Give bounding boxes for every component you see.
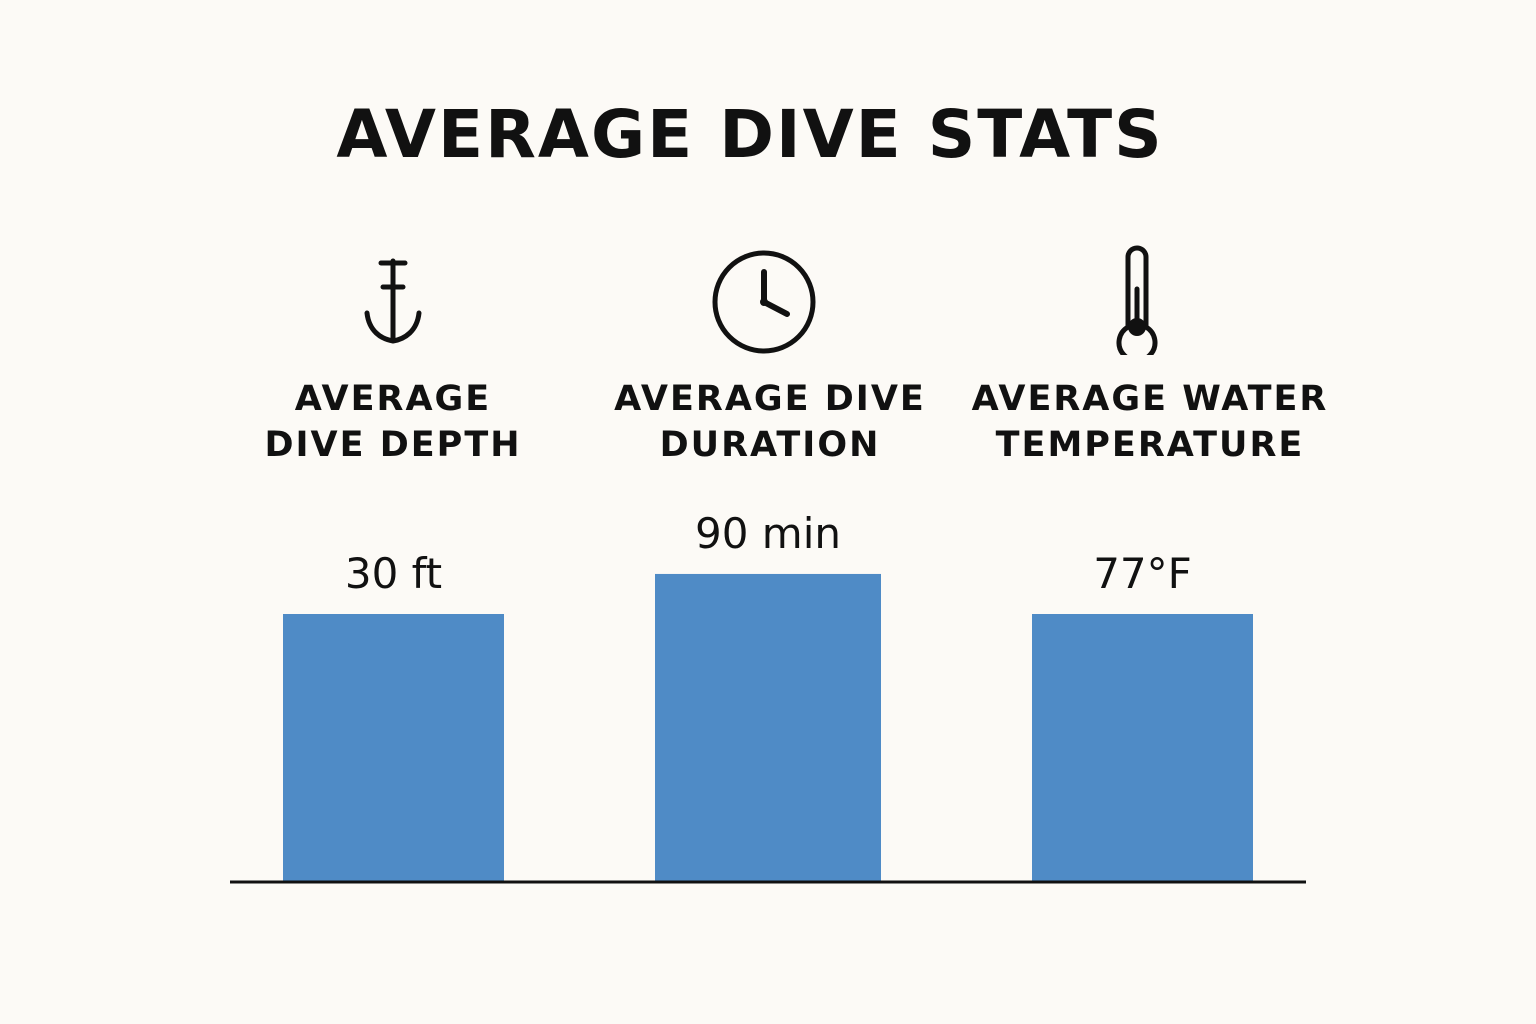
value-label-duration: 90 min [695, 508, 841, 558]
anchor-icon [364, 258, 422, 344]
category-label-duration-line2: DURATION [659, 425, 881, 465]
category-label-depth: AVERAGE DIVE DEPTH [243, 376, 543, 468]
category-label-temperature-line2: TEMPERATURE [995, 425, 1305, 465]
bar-temperature [1032, 614, 1253, 881]
category-label-depth-line1: AVERAGE [294, 379, 492, 419]
bar-depth [283, 614, 504, 881]
clock-icon [712, 250, 816, 354]
category-label-depth-line2: DIVE DEPTH [264, 425, 522, 465]
category-label-duration-line1: AVERAGE DIVE [614, 379, 926, 419]
value-label-temperature: 77°F [1093, 549, 1192, 598]
chart-title: AVERAGE DIVE STATS [336, 96, 1164, 173]
bar-duration [655, 573, 881, 881]
category-label-duration: AVERAGE DIVE DURATION [595, 376, 945, 468]
category-label-temperature-line1: AVERAGE WATER [971, 379, 1329, 419]
thermometer-icon [1116, 245, 1158, 355]
category-label-temperature: AVERAGE WATER TEMPERATURE [970, 376, 1330, 468]
value-label-depth: 30 ft [344, 549, 443, 598]
